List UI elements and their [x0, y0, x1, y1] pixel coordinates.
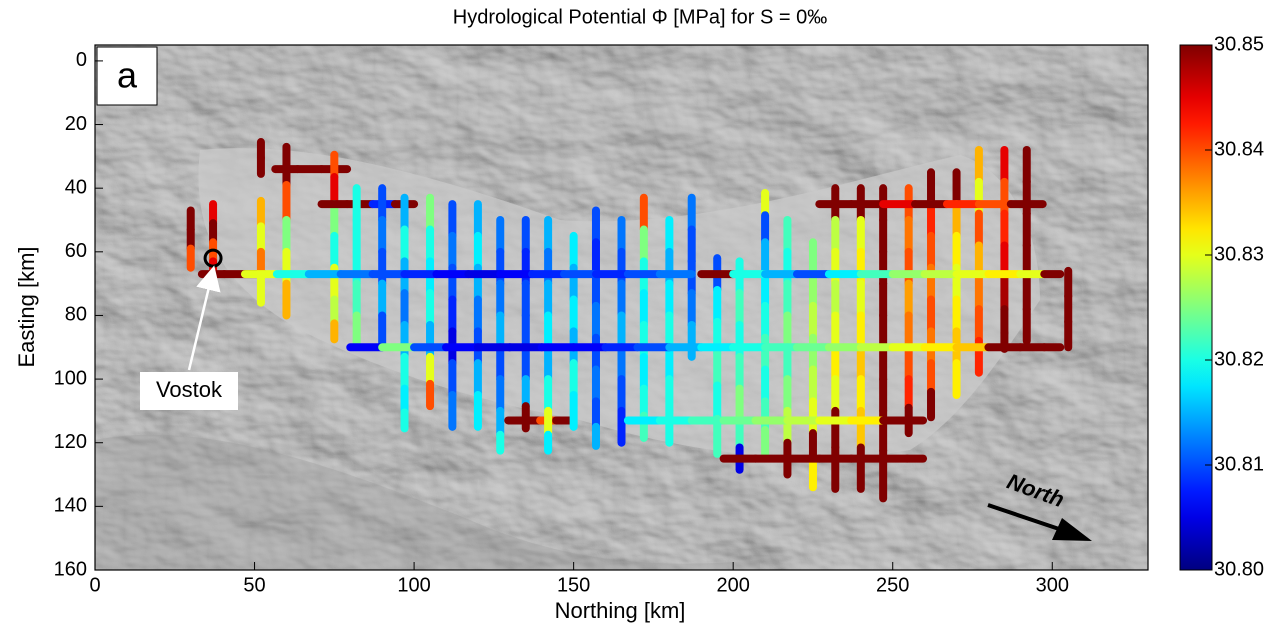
chart: Hydrological Potential Φ [MPa] for S = 0… — [0, 0, 1286, 632]
y-tick-label: 120 — [54, 431, 87, 453]
x-tick-label: 100 — [397, 574, 430, 596]
y-tick-label: 100 — [54, 367, 87, 389]
colorbar-tick-label: 30.85 — [1214, 33, 1264, 55]
y-tick-label: 160 — [54, 558, 87, 580]
x-tick-label: 50 — [243, 574, 265, 596]
panel-label: a — [117, 55, 138, 96]
y-tick-label: 0 — [76, 49, 87, 71]
y-axis-label: Easting [km] — [14, 246, 39, 367]
colorbar — [1180, 45, 1212, 570]
x-axis-label: Northing [km] — [555, 598, 686, 623]
y-tick-label: 140 — [54, 495, 87, 517]
colorbar-tick-label: 30.80 — [1214, 558, 1264, 580]
site-label: Vostok — [156, 377, 223, 402]
x-tick-label: 0 — [89, 574, 100, 596]
colorbar-tick-label: 30.81 — [1214, 453, 1264, 475]
x-tick-label: 150 — [557, 574, 590, 596]
x-tick-label: 250 — [876, 574, 909, 596]
chart-title: Hydrological Potential Φ [MPa] for S = 0… — [453, 6, 827, 28]
colorbar-tick-label: 30.84 — [1214, 138, 1264, 160]
colorbar-tick-label: 30.82 — [1214, 348, 1264, 370]
y-tick-label: 80 — [65, 304, 87, 326]
x-tick-label: 200 — [716, 574, 749, 596]
x-tick-label: 300 — [1036, 574, 1069, 596]
y-tick-label: 60 — [65, 240, 87, 262]
y-tick-label: 20 — [65, 113, 87, 135]
colorbar-tick-label: 30.83 — [1214, 243, 1264, 265]
y-tick-label: 40 — [65, 176, 87, 198]
